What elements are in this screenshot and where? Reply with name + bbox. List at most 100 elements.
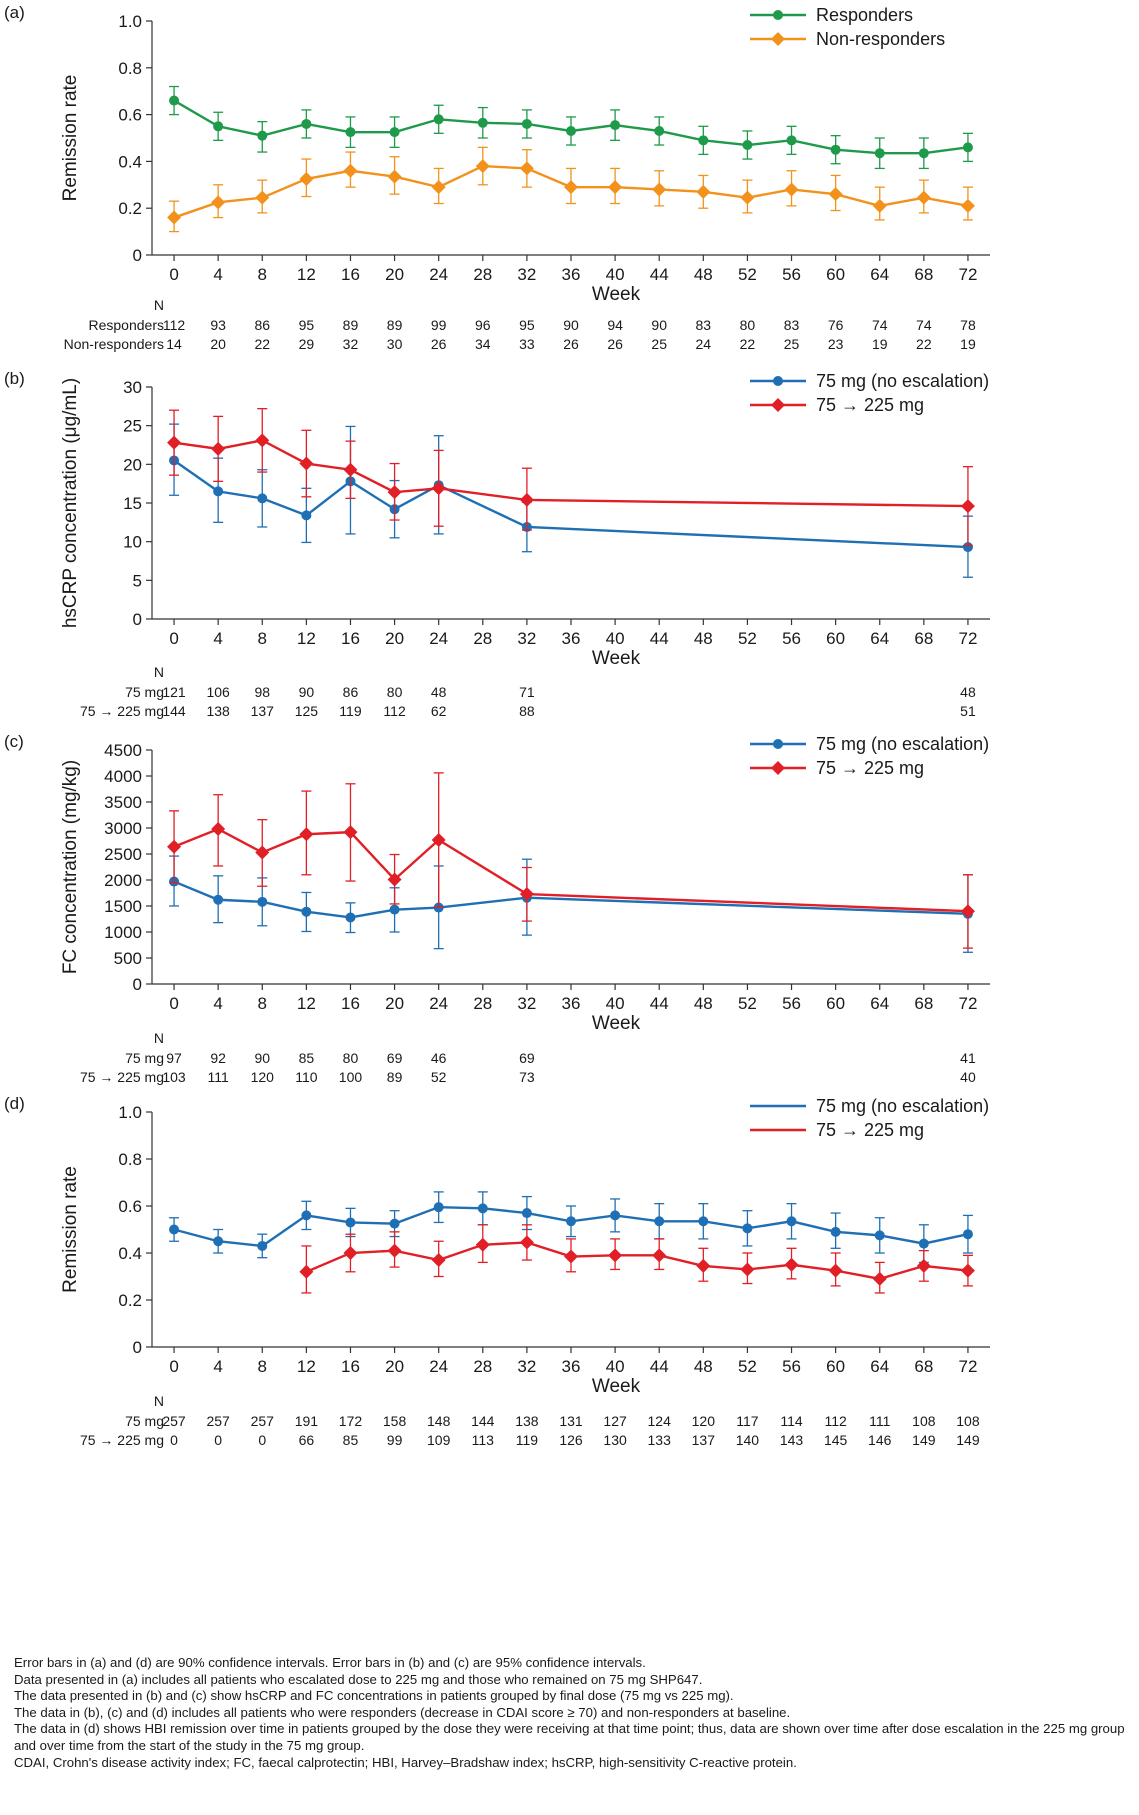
x-tick-label: 52 <box>738 1357 757 1376</box>
x-tick-label: 4 <box>213 994 222 1013</box>
y-tick-label: 0.2 <box>118 1291 142 1310</box>
data-point <box>343 163 358 178</box>
n-value: 40 <box>960 1069 976 1085</box>
n-value: 125 <box>295 703 319 719</box>
data-point <box>610 120 621 131</box>
n-value: 143 <box>780 1432 804 1448</box>
x-tick-label: 72 <box>958 265 977 284</box>
n-value: 103 <box>162 1069 186 1085</box>
data-point <box>431 832 446 847</box>
y-tick-label: 4500 <box>104 741 142 760</box>
n-value: 85 <box>343 1432 359 1448</box>
y-tick-label: 0.8 <box>118 1150 142 1169</box>
n-value: 94 <box>607 317 623 333</box>
data-point <box>786 1216 797 1227</box>
n-value: 24 <box>696 336 712 352</box>
data-point <box>169 1224 180 1235</box>
x-tick-label: 72 <box>958 629 977 648</box>
x-tick-label: 8 <box>258 994 267 1013</box>
n-value: 89 <box>387 1069 403 1085</box>
x-tick-label: 36 <box>562 629 581 648</box>
data-point <box>519 492 534 507</box>
n-value: 120 <box>692 1413 716 1429</box>
n-value: 32 <box>343 336 359 352</box>
y-tick-label: 10 <box>123 533 142 552</box>
data-point <box>519 887 534 902</box>
x-tick-label: 8 <box>258 265 267 284</box>
n-row-label: 75 mg <box>125 1050 164 1066</box>
legend-marker <box>771 761 785 775</box>
n-value: 83 <box>696 317 712 333</box>
data-point <box>784 182 799 197</box>
x-tick-label: 60 <box>826 994 845 1013</box>
n-value: 149 <box>912 1432 936 1448</box>
y-axis-label: hsCRP concentration (μg/mL) <box>60 378 81 628</box>
x-axis-label: Week <box>592 284 641 305</box>
n-value: 113 <box>472 1432 495 1448</box>
x-tick-label: 12 <box>297 1357 316 1376</box>
x-tick-label: 24 <box>429 1357 448 1376</box>
n-value: 117 <box>736 1413 759 1429</box>
data-point <box>519 1235 534 1250</box>
n-value: 112 <box>824 1413 847 1429</box>
x-tick-label: 0 <box>169 265 178 284</box>
x-tick-label: 0 <box>169 629 178 648</box>
n-value: 66 <box>299 1432 315 1448</box>
x-tick-label: 44 <box>650 629 669 648</box>
x-tick-label: 20 <box>385 265 404 284</box>
x-tick-label: 40 <box>606 994 625 1013</box>
data-point <box>299 1264 314 1279</box>
data-point <box>566 1216 576 1227</box>
x-tick-label: 48 <box>694 994 713 1013</box>
data-point <box>962 542 973 553</box>
series-line <box>173 880 968 919</box>
n-value: 127 <box>603 1413 627 1429</box>
x-tick-label: 0 <box>169 1357 178 1376</box>
y-tick-label: 5 <box>133 571 142 590</box>
data-point <box>830 144 841 155</box>
y-tick-label: 1.0 <box>118 1103 142 1122</box>
y-tick-label: 30 <box>123 378 142 397</box>
footnote: The data in (d) shows HBI remission over… <box>14 1721 1129 1753</box>
data-point <box>431 481 446 496</box>
x-tick-label: 36 <box>562 994 581 1013</box>
n-value: 108 <box>912 1413 936 1429</box>
y-tick-label: 15 <box>123 494 142 513</box>
x-axis-label: Week <box>592 648 641 669</box>
data-point <box>918 1238 929 1249</box>
data-point <box>740 190 755 205</box>
n-value: 74 <box>916 317 932 333</box>
n-row-label: Responders <box>89 317 165 333</box>
x-tick-label: 36 <box>562 265 581 284</box>
footnotes: Error bars in (a) and (d) are 90% confid… <box>14 1655 1129 1771</box>
x-tick-label: 44 <box>650 265 669 284</box>
x-tick-label: 12 <box>297 994 316 1013</box>
data-point <box>343 825 358 840</box>
panel-label: (d) <box>4 1094 25 1113</box>
n-value: 148 <box>427 1413 451 1429</box>
n-value: 0 <box>258 1432 266 1448</box>
n-value: 23 <box>828 336 844 352</box>
x-tick-label: 36 <box>562 1357 581 1376</box>
n-value: 120 <box>251 1069 275 1085</box>
figure: (a)00.20.40.60.81.00 4 8 12 16 20 24 28 32 36 40 44… <box>4 3 990 1448</box>
y-tick-label: 0.8 <box>118 59 142 78</box>
n-row-label: Non-responders <box>64 336 164 352</box>
footnote: Data presented in (a) includes all patie… <box>14 1671 703 1687</box>
n-value: 19 <box>960 336 976 352</box>
legend-label: 75 mg (no escalation) <box>816 734 989 754</box>
x-tick-label: 0 <box>169 994 178 1013</box>
x-tick-label: 48 <box>694 265 713 284</box>
n-value: 112 <box>163 317 186 333</box>
n-value: 172 <box>339 1413 363 1429</box>
n-value: 90 <box>254 1050 270 1066</box>
panel-label: (a) <box>4 3 25 22</box>
data-point <box>257 896 268 907</box>
n-value: 257 <box>162 1413 186 1429</box>
n-value: 137 <box>251 703 275 719</box>
y-tick-label: 4000 <box>104 767 142 786</box>
legend-label: Responders <box>816 5 913 25</box>
n-value: 90 <box>563 317 579 333</box>
n-value: 98 <box>254 684 270 700</box>
x-tick-label: 4 <box>213 629 222 648</box>
